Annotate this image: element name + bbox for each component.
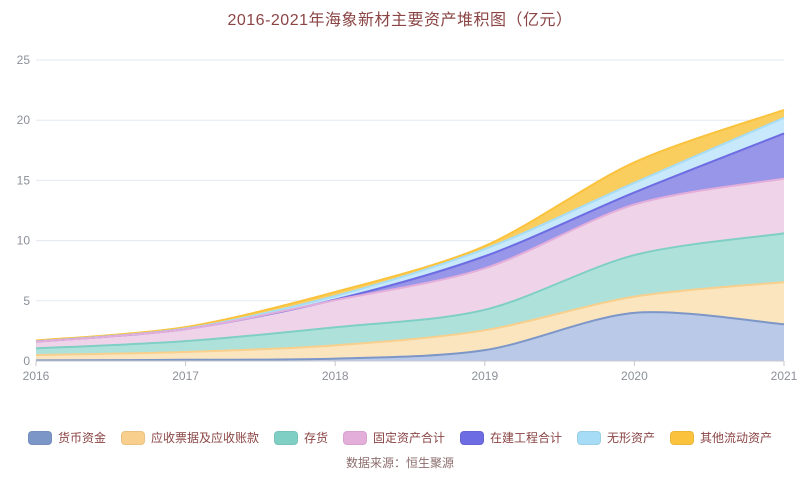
- legend-item-5[interactable]: 无形资产: [577, 429, 655, 446]
- legend-item-3[interactable]: 固定资产合计: [342, 429, 445, 446]
- area-band-2: [36, 233, 784, 355]
- x-tick-label: 2016: [23, 369, 50, 383]
- x-tick-label: 2019: [471, 369, 498, 383]
- legend-label: 其他流动资产: [700, 431, 773, 445]
- legend-swatch: [460, 430, 484, 445]
- x-tick-label: 2018: [322, 369, 349, 383]
- area-line-1: [35, 281, 785, 356]
- chart-legend: 货币资金 应收票据及应收账款 存货 固定资产合计 在建工程合计 无形资产 其他流动资产: [0, 429, 800, 446]
- legend-swatch: [670, 430, 695, 445]
- legend-swatch: [577, 430, 602, 445]
- legend-item-6[interactable]: 其他流动资产: [670, 429, 772, 446]
- y-tick-label: 10: [17, 234, 31, 248]
- y-tick-label: 0: [23, 354, 30, 368]
- x-tick-label: 2017: [172, 369, 199, 383]
- y-tick-label: 20: [17, 113, 31, 127]
- area-band-0: [36, 312, 784, 361]
- x-tick-label: 2020: [621, 369, 648, 383]
- legend-swatch: [342, 430, 367, 445]
- legend-swatch: [27, 430, 52, 445]
- legend-swatch: [273, 430, 298, 445]
- legend-item-4[interactable]: 在建工程合计: [460, 429, 562, 446]
- y-tick-label: 5: [23, 294, 30, 308]
- area-band-3: [36, 178, 784, 349]
- legend-item-2[interactable]: 存货: [273, 429, 328, 446]
- legend-label: 无形资产: [607, 431, 656, 445]
- legend-item-1[interactable]: 应收票据及应收账款: [120, 429, 259, 446]
- legend-label: 货币资金: [57, 431, 106, 445]
- area-line-3: [35, 177, 785, 343]
- legend-label: 在建工程合计: [490, 431, 563, 445]
- x-tick-label: 2021: [771, 369, 798, 383]
- area-line-2: [35, 232, 785, 350]
- y-tick-label: 25: [17, 53, 31, 67]
- area-band-1: [36, 282, 784, 361]
- legend-swatch: [120, 430, 145, 445]
- area-line-6: [35, 109, 785, 342]
- legend-label: 固定资产合计: [372, 431, 445, 445]
- y-tick-label: 15: [17, 173, 31, 187]
- legend-item-0[interactable]: 货币资金: [27, 429, 106, 446]
- legend-label: 应收票据及应收账款: [150, 431, 259, 445]
- legend-label: 存货: [303, 431, 328, 445]
- stacked-area-chart: 0 5 10 15 20 25 2016 2017 2018 2019 2020 2021: [17, 53, 798, 383]
- chart-title: 2016-2021年海象新材主要资产堆积图（亿元）: [227, 12, 573, 29]
- data-source-label: 数据来源：恒生聚源: [345, 456, 454, 470]
- area-line-0: [35, 311, 785, 362]
